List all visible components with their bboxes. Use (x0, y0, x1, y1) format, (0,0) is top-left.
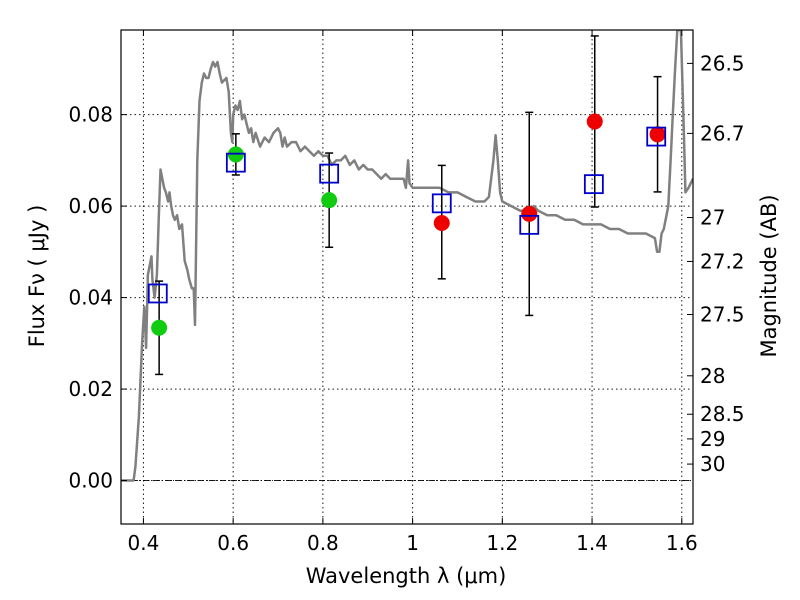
photometry-point (151, 319, 168, 336)
right-tick-label: 26.5 (700, 51, 745, 75)
right-tick-label: 28.5 (700, 402, 745, 426)
y-tick-label: 0.02 (68, 377, 113, 401)
x-tick-label: 1.6 (666, 531, 698, 555)
x-tick-label: 1.4 (576, 531, 608, 555)
model-flux-marker (646, 126, 667, 147)
y-tick-label: 0.00 (68, 469, 113, 493)
right-tick-label: 26.7 (700, 121, 745, 145)
model-flux-marker (147, 283, 168, 304)
model-flux-marker (583, 174, 604, 195)
grid (121, 30, 693, 524)
y-tick-label: 0.04 (68, 286, 113, 310)
photometry-point (321, 192, 338, 209)
y-axis-ticks: 0.00 0.02 0.04 0.06 0.08 (68, 103, 127, 493)
right-tick-label: 30 (700, 452, 725, 476)
y-tick-label: 0.08 (68, 103, 113, 127)
x-tick-label: 1.2 (486, 531, 518, 555)
model-flux-marker (319, 163, 340, 184)
photometry-point (521, 205, 538, 222)
right-tick-label: 27 (700, 206, 725, 230)
x-tick-label: 0.8 (307, 531, 339, 555)
y-axis-label: Flux Fν ( μJy ) (25, 205, 49, 348)
x-axis-label: Wavelength λ (μm) (306, 564, 507, 588)
photometry-point (433, 215, 450, 232)
right-axis-label: Magnitude (AB) (757, 194, 781, 357)
x-tick-label: 1 (406, 531, 419, 555)
model-flux-marker (225, 152, 246, 173)
right-tick-label: 27.5 (700, 303, 745, 327)
right-tick-label: 29 (700, 427, 725, 451)
model-flux-marker (519, 214, 540, 235)
plot-area (121, 30, 693, 482)
x-axis-ticks: 0.4 0.6 0.8 1 1.2 1.4 1.6 (128, 30, 698, 555)
right-tick-label: 27.2 (700, 249, 745, 273)
plot-frame (120, 29, 694, 525)
x-tick-label: 0.6 (217, 531, 249, 555)
photometry-point (649, 126, 666, 143)
model-spectrum-line (121, 30, 693, 482)
photometry-point (586, 113, 603, 130)
model-flux-marker (431, 193, 452, 214)
x-tick-label: 0.4 (128, 531, 160, 555)
y-tick-label: 0.06 (68, 194, 113, 218)
right-tick-label: 28 (700, 364, 725, 388)
